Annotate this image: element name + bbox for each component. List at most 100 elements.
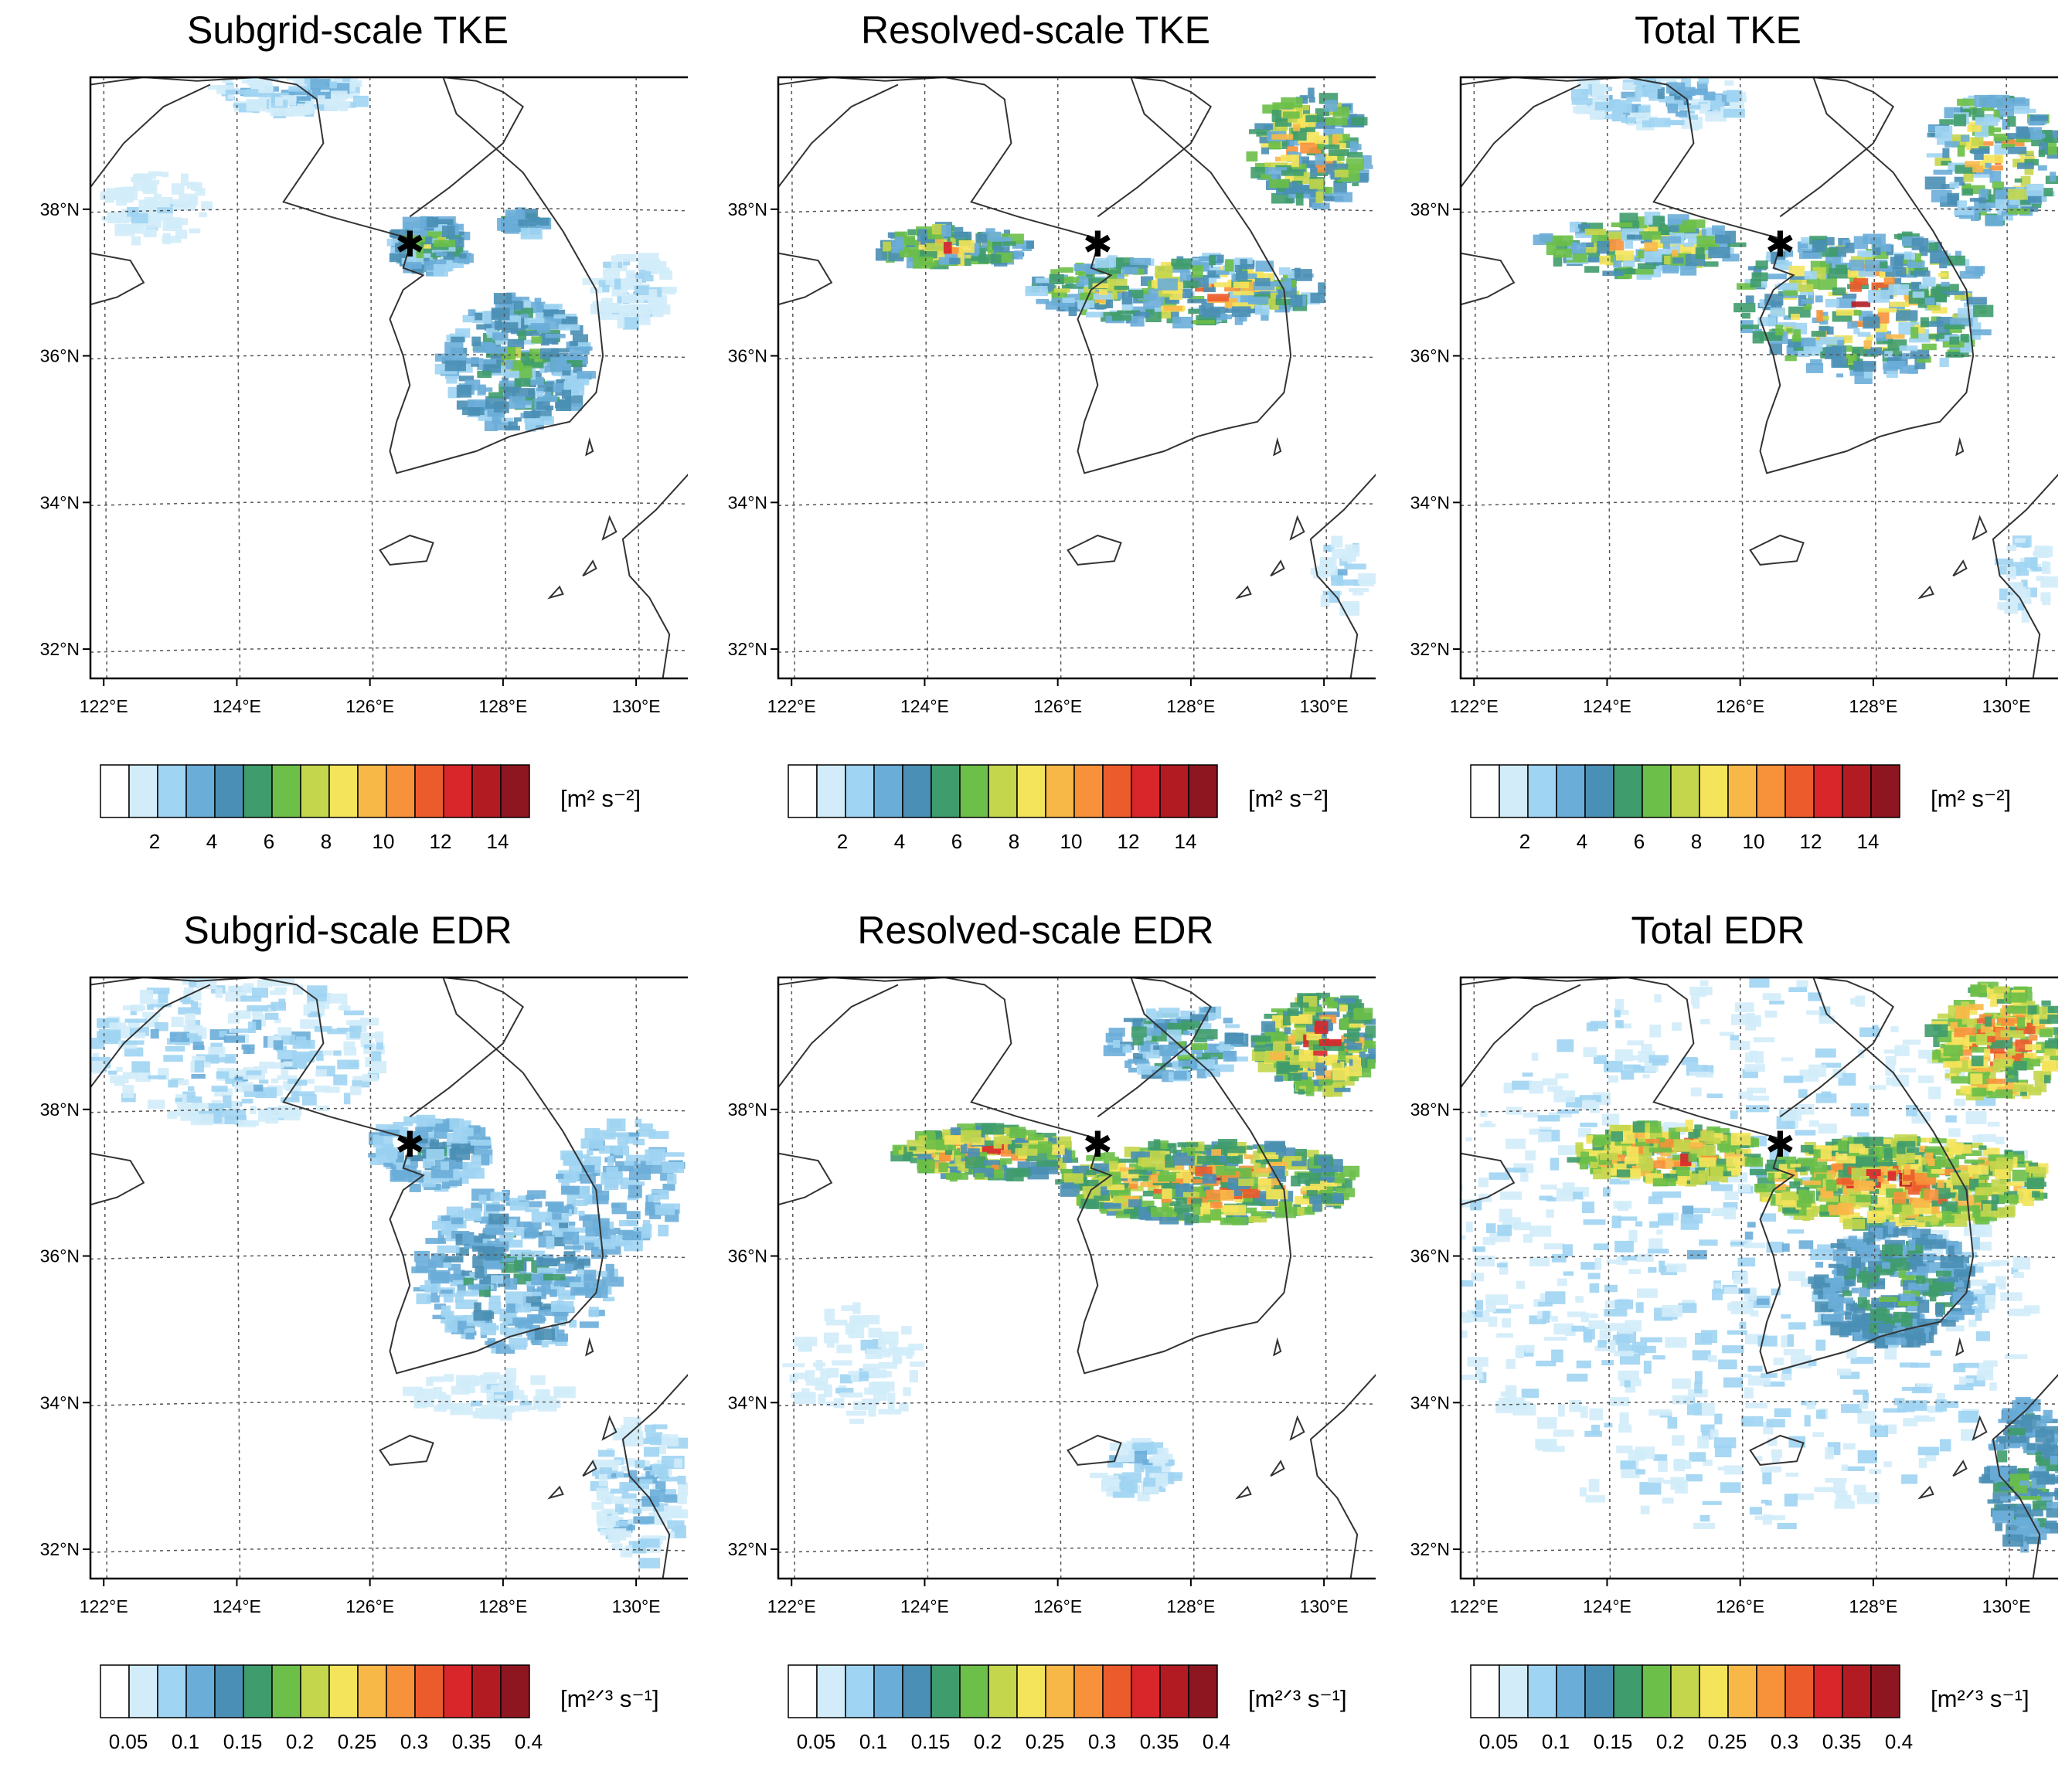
field-cell: [1345, 564, 1366, 570]
field-cell: [1520, 1172, 1529, 1181]
lat-tick-label: 38°N: [40, 199, 80, 219]
field-cell: [1740, 1322, 1747, 1329]
field-cell: [894, 1356, 903, 1363]
field-cell: [1485, 1294, 1508, 1305]
field-cell: [1036, 299, 1049, 304]
field-cell: [1658, 1461, 1668, 1473]
field-cell: [1193, 320, 1215, 325]
field-cell: [1614, 1300, 1633, 1310]
field-cell: [1912, 238, 1929, 250]
field-cell: [1232, 306, 1251, 317]
field-cell: [1968, 335, 1981, 340]
field-cell: [623, 1231, 641, 1240]
colorbar-label: 14: [1857, 830, 1880, 853]
field-cell: [1733, 303, 1755, 312]
field-cell: [1639, 231, 1661, 240]
field-cell: [1083, 1186, 1101, 1195]
lon-tick-label: 128°E: [478, 1596, 527, 1616]
field-cell: [1788, 1229, 1805, 1234]
field-cell: [1143, 1478, 1155, 1487]
field-cell: [134, 173, 156, 178]
field-cell: [441, 1215, 451, 1221]
field-cell: [414, 1251, 430, 1262]
field-cell: [475, 313, 482, 321]
field-cell: [1746, 295, 1754, 303]
field-cell: [1225, 1024, 1240, 1028]
field-cell: [105, 195, 114, 203]
field-cell: [485, 1253, 502, 1261]
field-cell: [190, 196, 199, 205]
field-cell: [1810, 1249, 1832, 1260]
field-cell: [1971, 329, 1991, 335]
field-cell: [529, 348, 542, 359]
field-cell: [616, 254, 636, 262]
field-cell: [1954, 114, 1966, 127]
field-cell: [1624, 70, 1638, 77]
field-cell: [1336, 580, 1359, 586]
field-cell: [1346, 1043, 1362, 1050]
colorbar-swatch: [1671, 765, 1699, 817]
field-cell: [1836, 265, 1847, 274]
colorbar-label: 0.1: [859, 1730, 887, 1753]
field-cell: [247, 89, 258, 96]
field-cell: [1753, 331, 1764, 344]
field-cell: [492, 308, 510, 320]
field-cell: [1553, 236, 1574, 246]
field-cell: [1138, 1157, 1149, 1166]
field-cell: [1672, 1022, 1682, 1031]
field-cell: [1148, 1456, 1168, 1463]
field-cell: [151, 1029, 159, 1038]
field-cell: [1931, 1351, 1942, 1356]
field-cell: [1069, 307, 1077, 316]
field-cell: [1538, 1131, 1551, 1142]
field-cell: [622, 1494, 637, 1499]
field-cell: [1319, 1039, 1342, 1046]
field-cell: [333, 1075, 347, 1086]
field-cell: [1099, 290, 1107, 295]
field-cell: [889, 1342, 898, 1353]
field-cell: [1604, 1061, 1623, 1072]
field-cell: [1982, 155, 2003, 163]
field-cell: [2009, 1309, 2031, 1317]
colorbar-swatch: [386, 1665, 415, 1718]
field-cell: [1327, 1001, 1338, 1009]
field-cell: [339, 1005, 351, 1010]
field-cell: [1712, 226, 1725, 235]
colorbar-label: 12: [1118, 830, 1140, 853]
colorbar-swatch: [1131, 1665, 1160, 1718]
lon-tick-label: 122°E: [767, 1596, 816, 1616]
field-cell: [1696, 247, 1705, 259]
field-cell: [1703, 261, 1718, 267]
colorbar-swatch: [960, 1665, 988, 1718]
field-cell: [250, 1106, 257, 1114]
field-cell: [527, 1190, 546, 1198]
field-cell: [1009, 1144, 1022, 1148]
field-cell: [928, 234, 944, 239]
field-cell: [201, 201, 213, 210]
field-cell: [1191, 1043, 1207, 1050]
field-cell: [1886, 335, 1904, 339]
field-cell: [518, 331, 526, 340]
lon-tick-label: 122°E: [80, 1596, 128, 1616]
field-cell: [1725, 1191, 1739, 1200]
field-cell: [1641, 1506, 1650, 1514]
field-cell: [1868, 290, 1890, 303]
field-cell: [1220, 1218, 1240, 1225]
field-cell: [1730, 1035, 1739, 1041]
field-cell: [411, 1266, 428, 1273]
field-cell: [623, 317, 639, 329]
field-cell: [551, 1301, 574, 1312]
field-cell: [2004, 602, 2018, 614]
field-cell: [1603, 1187, 1611, 1196]
field-cell: [1975, 1308, 1982, 1321]
field-cell: [1648, 1249, 1669, 1253]
field-cell: [559, 325, 580, 331]
field-cell: [435, 354, 452, 362]
field-cell: [1958, 145, 1965, 157]
field-cell: [259, 1079, 268, 1083]
field-cell: [1465, 1137, 1471, 1141]
field-cell: [1682, 105, 1700, 109]
field-cell: [1745, 1403, 1767, 1409]
field-cell: [453, 1171, 476, 1178]
field-cell: [1584, 1219, 1606, 1225]
